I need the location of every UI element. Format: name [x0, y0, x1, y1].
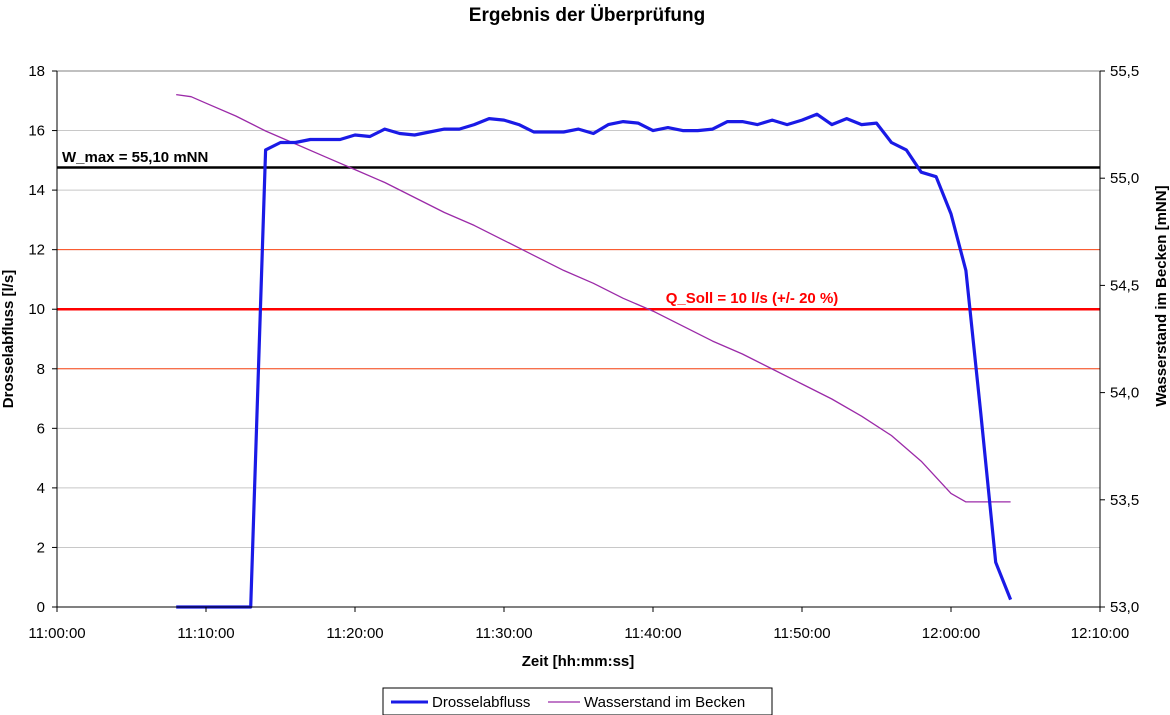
y-tick-label: 18 — [28, 63, 45, 80]
legend-label-wasserstand: Wasserstand im Becken — [584, 694, 745, 711]
plot-area-frame — [56, 70, 1101, 608]
x-tick-label: 11:50:00 — [773, 625, 830, 642]
y-tick-label: 12 — [28, 242, 45, 259]
y-tick-label: 14 — [28, 182, 45, 199]
y2-tick-label: 53,0 — [1110, 599, 1139, 616]
x-tick-label: 11:10:00 — [177, 625, 234, 642]
y2-tick-label: 55,0 — [1110, 170, 1139, 187]
y-axis-label: Drosselabfluss [l/s] — [0, 270, 17, 408]
y2-tick-label: 54,5 — [1110, 277, 1139, 294]
series-line-drosselabfluss — [176, 112, 1013, 609]
y-tick-label: 2 — [37, 539, 45, 556]
legend: Drosselabfluss Wasserstand im Becken — [382, 687, 773, 715]
wmax-label: W_max = 55,10 mNN — [62, 149, 208, 166]
x-tick-label: 11:30:00 — [475, 625, 532, 642]
series-line-wasserstand — [176, 93, 1011, 503]
x-tick-label: 12:10:00 — [1071, 625, 1129, 642]
y-tick-label: 6 — [37, 420, 45, 437]
x-tick-label: 12:00:00 — [922, 625, 980, 642]
qsoll-label: Q_Soll = 10 l/s (+/- 20 %) — [666, 290, 839, 307]
y2-tick-label: 54,0 — [1110, 385, 1139, 402]
ticks: 0 2 4 6 8 10 12 14 16 18 53,0 53,5 54,0 54,5 55,0 55,5 1… — [28, 63, 1139, 642]
reference-lines — [57, 166, 1100, 370]
y-tick-label: 0 — [37, 599, 45, 616]
y-tick-label: 4 — [37, 480, 45, 497]
x-tick-label: 11:40:00 — [624, 625, 681, 642]
x-tick-label: 11:00:00 — [28, 625, 85, 642]
y2-tick-label: 55,5 — [1110, 63, 1139, 80]
y2-tick-label: 53,5 — [1110, 492, 1139, 509]
chart-title: Ergebnis der Überprüfung — [469, 5, 705, 26]
x-axis-label: Zeit [hh:mm:ss] — [522, 653, 635, 670]
y2-axis-label: Wasserstand im Becken [mNN] — [1153, 185, 1170, 406]
series-layer — [176, 93, 1013, 609]
y-tick-label: 8 — [37, 361, 45, 378]
x-tick-label: 11:20:00 — [326, 625, 383, 642]
legend-label-drosselabfluss: Drosselabfluss — [432, 694, 530, 711]
y-tick-label: 16 — [28, 123, 45, 140]
y-tick-label: 10 — [28, 301, 45, 318]
